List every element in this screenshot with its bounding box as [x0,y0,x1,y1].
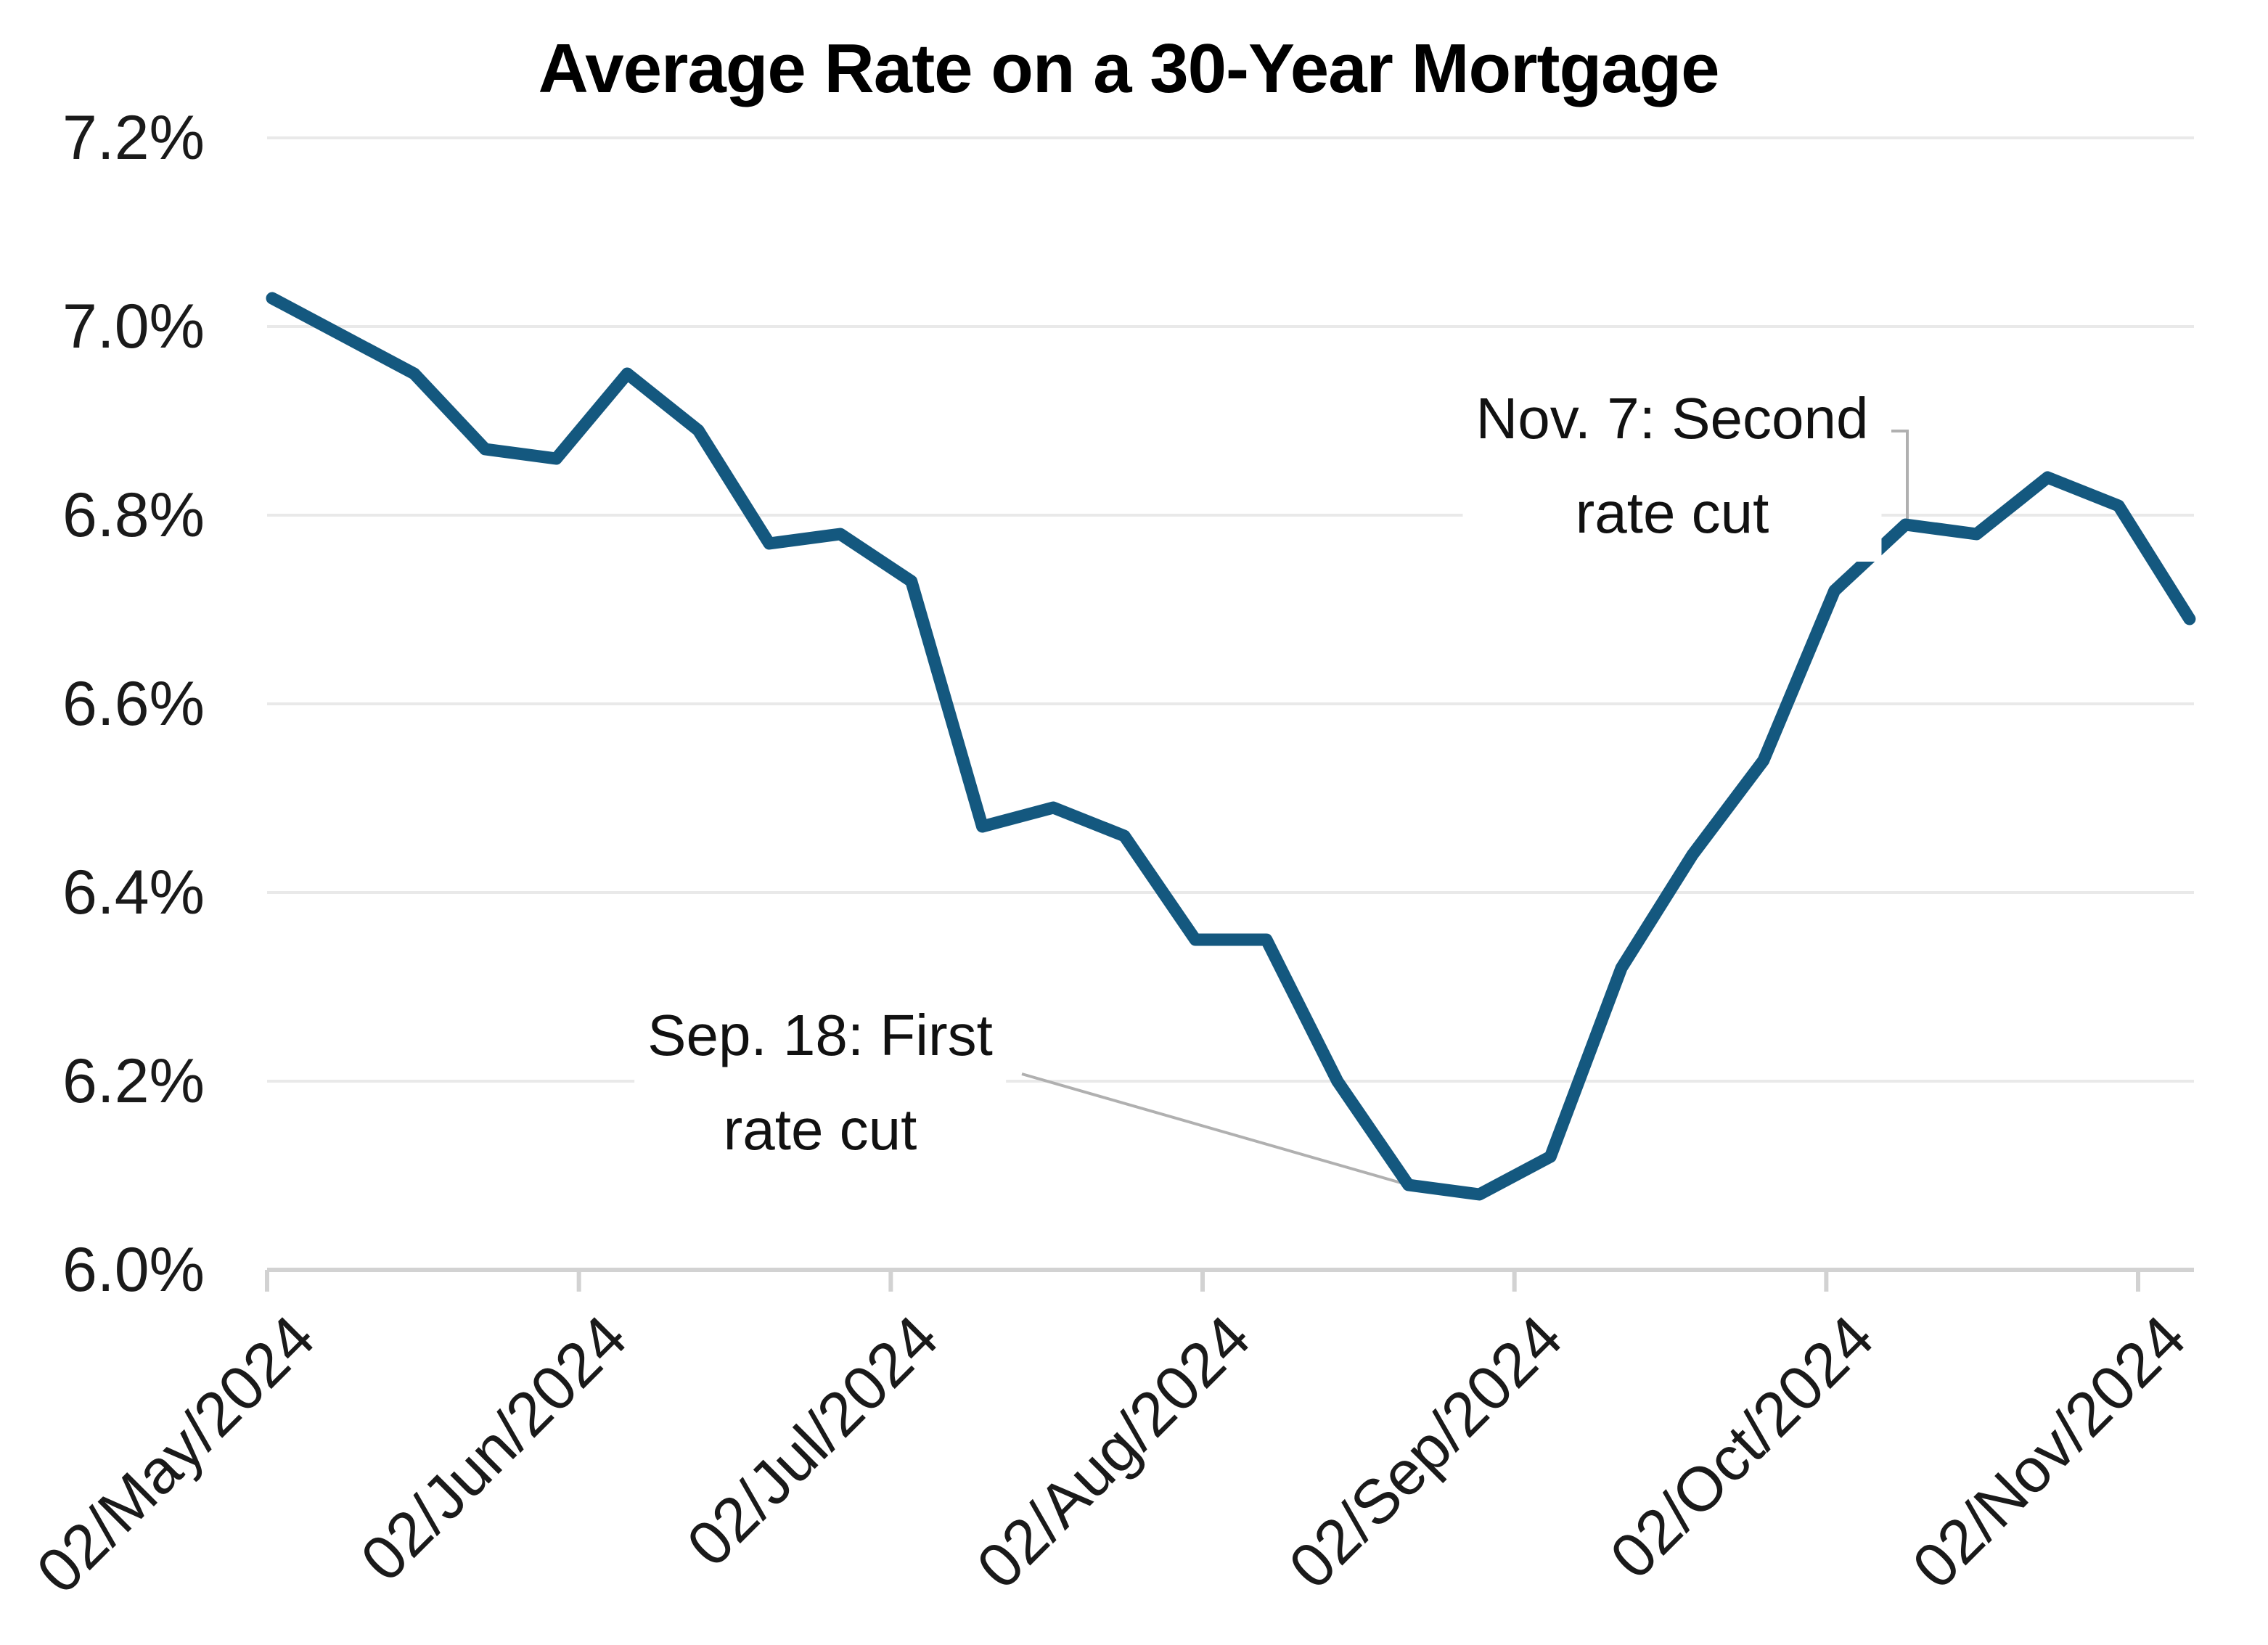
y-axis-label: 6.2% [62,1046,205,1116]
rate-line [266,292,2196,1201]
y-axis-label: 6.6% [62,669,205,739]
y-axis-label: 7.0% [62,292,205,361]
annotation-line: rate cut [1575,480,1769,545]
y-axis-label: 7.2% [62,103,205,173]
annotation-line: Nov. 7: Second [1475,386,1869,451]
chart-title: Average Rate on a 30-Year Mortgage [538,30,1719,107]
annotation-connector [1021,1072,1409,1186]
annotation-line: Sep. 18: First [647,1003,993,1067]
y-axis-label: 6.8% [62,480,205,550]
annotation-line: rate cut [723,1097,917,1162]
y-axis-label: 6.4% [62,858,205,927]
annotation-first-rate-cut: Sep. 18: First rate cut [634,987,1006,1178]
annotation-connector [1891,430,1909,525]
y-axis-label: 6.0% [62,1235,205,1305]
annotation-second-rate-cut: Nov. 7: Second rate cut [1462,370,1882,562]
